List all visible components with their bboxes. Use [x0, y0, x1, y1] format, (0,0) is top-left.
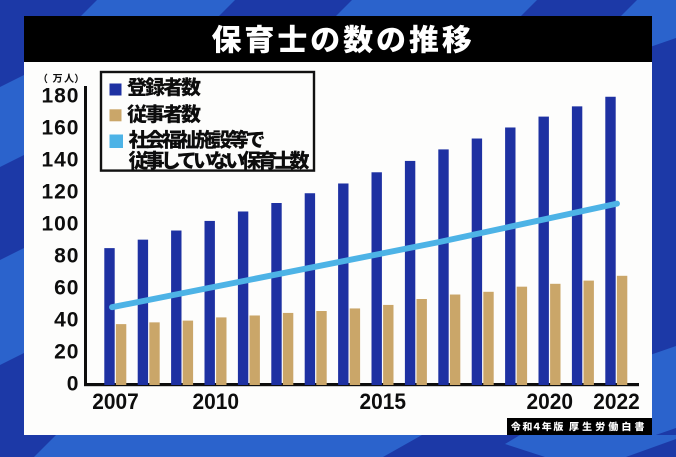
svg-text:160: 160	[42, 117, 80, 140]
svg-text:100: 100	[42, 213, 80, 236]
svg-text:0: 0	[67, 373, 80, 396]
svg-text:2015: 2015	[360, 389, 407, 414]
svg-text:140: 140	[42, 149, 80, 172]
svg-text:120: 120	[42, 181, 80, 204]
svg-text:60: 60	[54, 277, 79, 300]
svg-text:80: 80	[54, 245, 79, 268]
svg-text:2020: 2020	[527, 389, 574, 414]
svg-text:2022: 2022	[593, 389, 640, 414]
svg-text:2007: 2007	[92, 389, 139, 414]
svg-text:40: 40	[54, 309, 79, 332]
svg-text:20: 20	[54, 341, 79, 364]
svg-text:2010: 2010	[193, 389, 240, 414]
svg-text:180: 180	[42, 85, 80, 108]
